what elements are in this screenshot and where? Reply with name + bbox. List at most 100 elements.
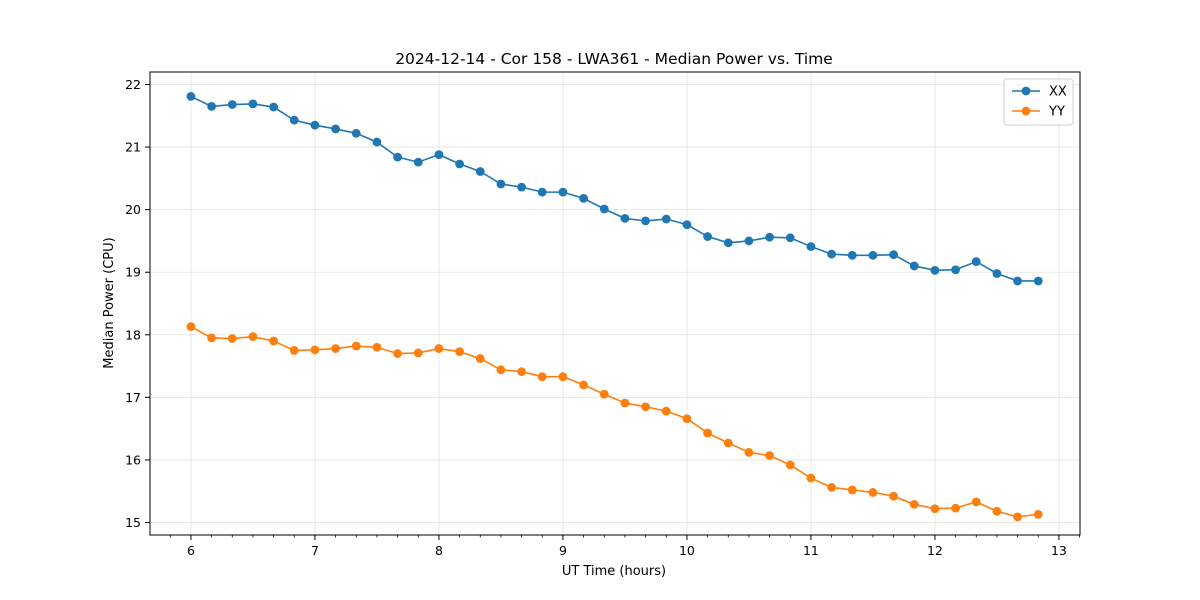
data-point-yy <box>1013 512 1022 522</box>
series-layer <box>186 92 1043 522</box>
data-point-yy <box>248 332 258 342</box>
x-tick-label: 7 <box>311 543 319 558</box>
data-point-yy <box>351 341 361 351</box>
data-point-xx <box>496 179 506 189</box>
data-point-xx <box>434 150 444 159</box>
x-axis: 6 7 8 9 10 11 12 13 <box>169 535 1080 558</box>
data-point-yy <box>889 491 898 501</box>
data-point-xx <box>930 265 940 275</box>
data-point-yy <box>641 402 650 412</box>
data-point-yy <box>951 503 960 513</box>
data-point-yy <box>227 334 237 343</box>
data-point-xx <box>971 257 981 266</box>
data-point-xx <box>289 115 299 125</box>
legend-label-yy: YY <box>1048 105 1065 120</box>
y-tick-label: 18 <box>125 327 141 342</box>
data-point-yy <box>558 372 568 382</box>
data-point-xx <box>744 236 754 246</box>
data-point-yy <box>992 506 1002 516</box>
data-point-yy <box>1033 509 1043 519</box>
data-point-yy <box>269 336 278 346</box>
legend-marker-yy <box>1021 106 1031 116</box>
data-point-xx <box>661 214 671 224</box>
data-point-yy <box>455 347 464 357</box>
x-tick-label: 13 <box>1051 543 1067 558</box>
data-point-yy <box>620 398 630 408</box>
data-point-xx <box>992 269 1002 278</box>
data-point-xx <box>909 261 919 271</box>
data-point-xx <box>599 204 609 214</box>
x-tick-label: 10 <box>679 543 695 558</box>
data-point-xx <box>393 152 402 162</box>
legend-label-xx: XX <box>1049 85 1067 100</box>
grid <box>150 72 1080 535</box>
data-point-yy <box>806 473 816 483</box>
y-tick-label: 21 <box>125 140 141 155</box>
data-point-yy <box>661 406 671 416</box>
data-point-xx <box>248 99 258 109</box>
data-point-yy <box>682 414 692 424</box>
data-point-yy <box>785 460 795 470</box>
data-point-xx <box>951 265 960 275</box>
y-tick-label: 17 <box>125 390 141 405</box>
data-point-yy <box>909 499 919 509</box>
data-point-xx <box>641 216 650 226</box>
y-tick-label: 19 <box>125 265 141 280</box>
data-point-yy <box>537 372 547 382</box>
data-point-yy <box>517 367 526 377</box>
data-point-xx <box>785 233 795 243</box>
data-point-yy <box>579 380 588 390</box>
y-tick-label: 15 <box>125 515 141 530</box>
data-point-xx <box>579 193 588 203</box>
data-point-xx <box>537 187 547 197</box>
data-point-xx <box>413 157 423 167</box>
data-point-xx <box>475 167 485 176</box>
data-point-yy <box>930 504 940 514</box>
data-point-xx <box>703 232 712 241</box>
legend-marker-xx <box>1021 86 1031 96</box>
data-point-yy <box>496 365 506 375</box>
data-point-yy <box>475 354 485 363</box>
data-point-yy <box>393 349 402 358</box>
data-point-yy <box>971 497 981 507</box>
data-point-xx <box>847 250 857 260</box>
legend: XX YY <box>1003 78 1074 126</box>
data-point-yy <box>723 438 733 448</box>
y-tick-label: 22 <box>125 77 141 92</box>
data-point-yy <box>289 346 299 355</box>
data-point-yy <box>703 428 712 438</box>
data-point-xx <box>558 187 568 197</box>
data-point-xx <box>517 182 526 192</box>
data-point-yy <box>372 342 382 352</box>
data-point-xx <box>620 214 630 223</box>
data-point-xx <box>1033 276 1043 286</box>
data-point-yy <box>186 322 196 332</box>
data-point-xx <box>331 124 340 134</box>
data-point-yy <box>847 485 857 495</box>
data-point-xx <box>723 238 733 248</box>
data-point-xx <box>207 102 216 111</box>
data-point-yy <box>765 451 774 460</box>
data-point-yy <box>599 389 609 399</box>
data-point-xx <box>269 102 278 112</box>
x-tick-label: 12 <box>927 543 943 558</box>
x-axis-label: UT Time (hours) <box>562 564 666 579</box>
data-point-xx <box>186 92 196 101</box>
x-tick-label: 11 <box>803 543 819 558</box>
data-point-yy <box>331 344 340 353</box>
x-tick-label: 9 <box>559 543 567 558</box>
data-point-xx <box>868 250 878 260</box>
data-point-yy <box>744 448 754 457</box>
data-point-xx <box>889 250 898 260</box>
data-point-xx <box>227 100 237 109</box>
data-point-xx <box>765 232 774 242</box>
data-point-yy <box>868 488 878 497</box>
x-tick-label: 6 <box>187 543 195 558</box>
chart-title: 2024-12-14 - Cor 158 - LWA361 - Median P… <box>395 50 833 68</box>
data-point-xx <box>455 159 464 169</box>
data-point-xx <box>806 242 816 251</box>
data-point-xx <box>1013 276 1022 286</box>
data-point-yy <box>827 483 836 492</box>
data-point-xx <box>372 137 382 147</box>
